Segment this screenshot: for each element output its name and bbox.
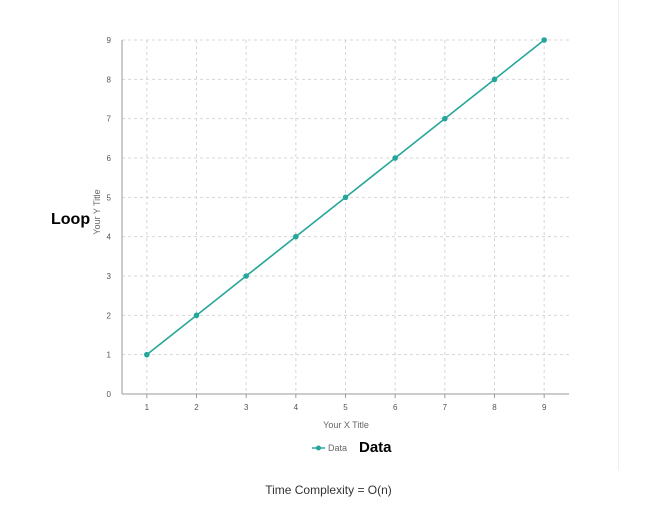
x-tick-label: 2: [194, 403, 199, 412]
y-tick-label: 0: [107, 390, 112, 399]
legend-series-name: Data: [328, 443, 347, 453]
data-point: [491, 76, 498, 83]
x-tick-label: 1: [145, 403, 150, 412]
y-axis-title: Your Y Title: [92, 189, 102, 234]
x-tick-label: 9: [542, 403, 547, 412]
data-point: [144, 351, 150, 358]
data-point: [442, 115, 448, 122]
y-tick-label: 2: [107, 311, 112, 320]
x-tick-label: 5: [343, 403, 348, 412]
y-tick-label: 8: [107, 75, 112, 84]
page-divider: [618, 0, 619, 470]
y-tick-labels: 0 1 2 3 4 5 6 7 8 9: [107, 36, 112, 399]
x-axis-title: Your X Title: [323, 420, 369, 430]
chart-legend[interactable]: Data Data: [312, 439, 392, 456]
x-tick-label: 6: [393, 403, 398, 412]
data-point: [243, 273, 249, 279]
time-complexity-caption: Time Complexity = O(n): [265, 483, 392, 497]
x-tick-label: 7: [443, 403, 448, 412]
chart-grid: [122, 39, 569, 394]
y-tick-label: 6: [107, 154, 112, 163]
data-point: [193, 312, 200, 319]
data-point: [541, 37, 547, 43]
y-tick-label: 1: [107, 351, 112, 360]
chart-axes: [121, 40, 569, 398]
y-tick-label: 7: [107, 115, 112, 124]
data-point: [392, 155, 398, 161]
y-tick-label: 5: [107, 193, 112, 202]
y-tick-label: 9: [107, 36, 112, 45]
x-tick-label: 3: [244, 403, 249, 412]
legend-big-label: Data: [359, 439, 392, 456]
y-tick-label: 4: [107, 233, 112, 242]
loop-annotation: Loop: [51, 211, 90, 228]
data-point: [293, 233, 299, 240]
line-chart: 0 1 2 3 4 5 6 7 8 9 1 2 3 4 5 6 7 8 9 Your X Title Your Y…: [51, 36, 569, 456]
x-tick-label: 4: [294, 403, 299, 412]
x-tick-labels: 1 2 3 4 5 6 7 8 9: [145, 403, 547, 412]
x-tick-label: 8: [492, 403, 497, 412]
data-point: [342, 194, 349, 201]
data-series: [144, 37, 547, 358]
y-tick-label: 3: [107, 272, 112, 281]
legend-marker-icon: [316, 445, 321, 451]
